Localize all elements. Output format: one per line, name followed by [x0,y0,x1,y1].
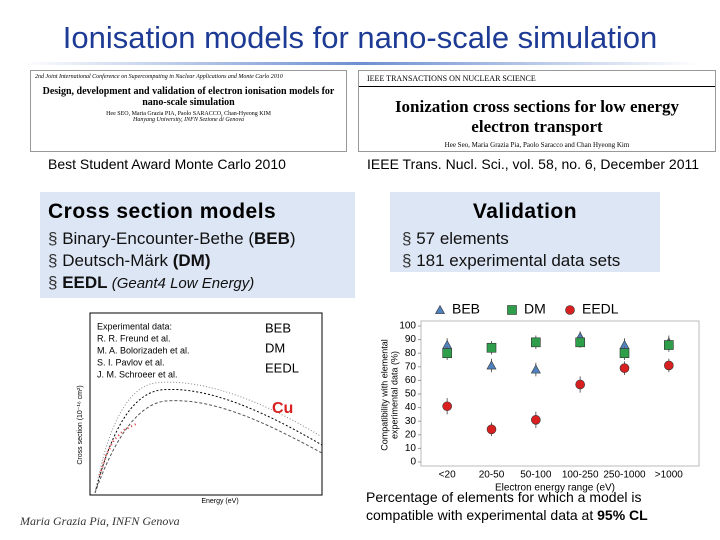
data-point [575,379,585,390]
x-tick-label: >1000 [655,470,684,481]
element-label: Cu [272,400,293,417]
data-point [530,364,541,374]
data-point [531,337,541,348]
slide-title: Ionisation models for nano-scale simulat… [62,20,658,55]
text: 95% CL [597,507,648,523]
y-tick-label: 50 [405,389,417,400]
text: BEB [254,229,290,248]
bullet: 57 elements [390,228,660,250]
legend-label: BEB [452,301,480,317]
text: EEDL [62,273,108,292]
y-tick-label: 70 [405,361,417,372]
data-point [664,360,674,371]
y-tick-label: 40 [405,402,417,413]
cross-section-plot: Experimental data: R. R. Freund et al. M… [77,312,323,505]
y-tick-label: 10 [405,443,417,454]
model-legend: BEB [265,320,291,335]
reference: R. R. Freund et al. [97,333,171,343]
data-point [486,424,497,435]
legend-label: EEDL [582,301,619,317]
paper-caption: Best Student Award Monte Carlo 2010 [48,156,286,172]
y-tick-label: 0 [410,457,416,468]
data-point [442,401,452,412]
data-point [575,337,585,348]
paper-title: Ionization cross sections for low energy… [394,97,680,136]
y-axis-label: Compatibility with elemental [379,339,389,451]
y-tick-label: 30 [405,416,417,427]
x-tick-label: 250-1000 [603,470,646,481]
validation-box: Validation 57 elements 181 experimental … [390,192,660,272]
y-tick-label: 90 [405,334,417,345]
reference: M. A. Bolorizadeh et al. [97,345,190,355]
data-point [619,363,630,373]
legend-title: Experimental data: [97,321,172,331]
box-heading: Cross section models [48,200,277,223]
footer: Maria Grazia Pia, INFN Genova [20,514,180,528]
bullet: EEDL (Geant4 Low Energy) [40,272,355,295]
text: (Geant4 Low Energy) [107,275,255,292]
text: Deutsch-Märk [62,251,173,270]
x-tick-label: <20 [439,470,456,481]
curve [94,388,323,494]
data-point [486,342,497,353]
text: ) [289,229,296,248]
x-tick-label: 50-100 [520,470,552,481]
data-point [619,348,630,359]
data-point [531,415,541,425]
plot-frame [420,320,700,467]
title-rule [20,62,700,65]
bullet: Binary-Encounter-Bethe (BEB) [40,228,355,250]
legend-marker [565,305,575,315]
legend-marker [507,305,517,315]
y-tick-label: 100 [399,321,416,332]
y-tick-label: 80 [405,348,417,359]
models-box: Cross section models Binary-Encounter-Be… [40,192,355,298]
data-points [99,423,137,476]
data-point [442,348,452,359]
paper-title: Design, development and validation of el… [42,86,335,108]
x-tick-label: 100-250 [562,470,599,481]
box-heading: Validation [472,200,578,223]
paper-caption: IEEE Trans. Nucl. Sci., vol. 58, no. 6, … [367,156,700,172]
bullet: Deutsch-Märk (DM) [40,250,355,272]
paper-authors: Hee Seo, Maria Grazia Pia, Paolo Saracco… [444,141,630,149]
paper-right: IEEE TRANSACTIONS ON NUCLEAR SCIENCE Ion… [358,70,716,152]
text: Binary-Encounter-Bethe ( [62,229,255,248]
legend-marker [434,304,446,314]
model-legend: EEDL [265,360,299,375]
paper-left: 2nd Joint International Conference on Su… [30,70,347,152]
paper-journal: 2nd Joint International Conference on Su… [35,74,283,80]
paper-journal: IEEE TRANSACTIONS ON NUCLEAR SCIENCE [359,71,715,87]
text: Percentage of elements for which a model… [366,489,642,523]
paper-authors: Hee SEO, Maria Grazia PIA, Paolo SARACCO… [106,111,271,117]
bullet: 181 experimental data sets [390,250,660,272]
legend-label: DM [524,301,546,317]
x-axis-label: Energy (eV) [201,498,238,505]
y-tick-label: 60 [405,375,417,386]
paper-affiliation: Hanyang University, INFN Sezione di Geno… [133,117,244,123]
data-point [486,360,497,370]
data-point [664,340,674,350]
text: (DM) [172,251,211,270]
y-axis-label: Cross section (10⁻¹⁶ cm²) [77,385,84,464]
y-axis-label: experimental data (%) [389,351,399,439]
reference: S. I. Pavlov et al. [97,357,165,367]
reference: J. M. Schroeer et al. [97,369,178,379]
y-tick-label: 20 [405,429,417,440]
model-legend: DM [265,340,285,355]
x-tick-label: 20-50 [479,470,505,481]
x-axis-label: Electron energy range (eV) [495,483,615,494]
chart: 0 10 20 30 40 50 60 70 80 90 100 <20 20-50 50-100 100-… [379,301,700,494]
curve [94,400,323,494]
conclusion: Percentage of elements for which a model… [366,488,706,524]
